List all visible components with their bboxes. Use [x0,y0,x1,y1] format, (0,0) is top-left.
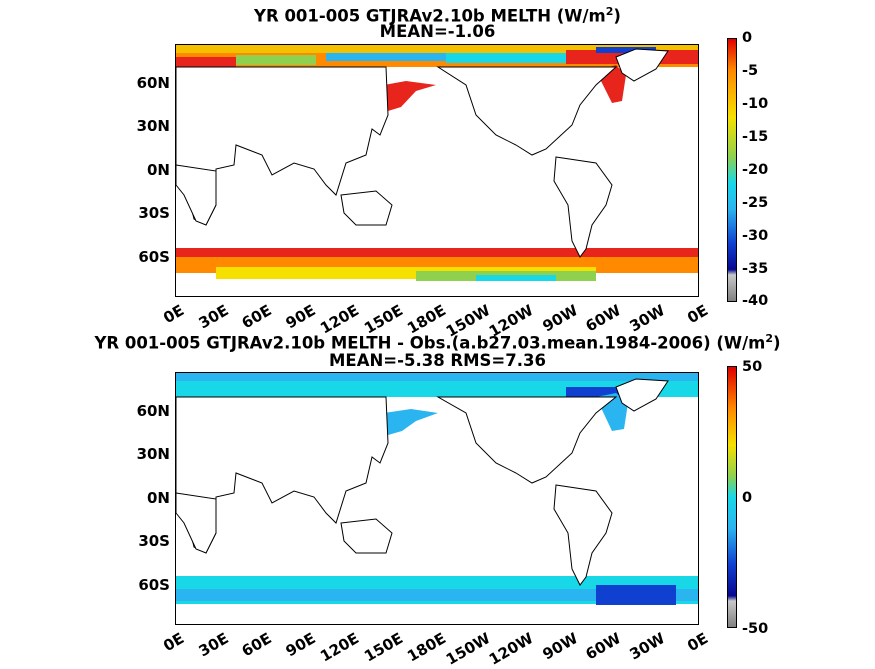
bottom-lon-label-11: 30W [626,629,668,664]
top-lon-label-3: 90E [282,301,319,333]
top-colorbar-gradient [728,39,736,301]
top-lat-60n: 60N [136,74,170,92]
top-lon-label-12: 0E [684,301,712,328]
top-southern-cyan [476,275,556,281]
top-arctic-green [236,55,316,65]
bottom-antarctica [176,607,698,624]
top-lon-label-0: 0E [160,301,188,328]
top-map [175,44,699,297]
bottom-southern-deep [596,585,676,605]
bottom-cb-tick-50: 50 [742,359,763,375]
top-lat-30s: 30S [138,204,170,222]
bottom-coastlines [176,378,669,586]
bottom-lon-label-6: 180E [404,629,450,666]
bottom-lon-label-5: 150E [360,629,406,666]
top-okhotsk [384,81,436,111]
top-antarctica [176,281,698,296]
bottom-title-text: YR 001-005 GTJRAv2.10b MELTH - Obs.(a.b2… [94,333,766,353]
top-cb-tick-1: -5 [742,63,759,79]
top-lon-label-2: 60E [238,301,275,333]
top-cb-tick-5: -25 [742,195,769,211]
top-lat-30n: 30N [136,117,170,135]
top-title-sup: 2 [605,5,614,18]
bottom-cb-tick-0: 0 [742,490,753,506]
bottom-colorbar [727,366,737,628]
bottom-okhotsk [384,409,438,435]
top-cb-tick-8: -40 [742,293,769,309]
top-lat-0n: 0N [147,161,170,179]
bottom-lon-label-10: 60W [582,629,625,664]
top-title-close: ) [613,6,621,26]
top-colorbar [727,38,737,302]
bottom-lon-label-0: 0E [160,629,188,656]
bottom-map [175,372,699,625]
bottom-lon-label-4: 120E [317,629,363,666]
top-cb-tick-3: -15 [742,129,769,145]
bottom-lat-30n: 30N [136,445,170,463]
bottom-colorbar-gradient [728,367,736,627]
bottom-lon-label-8: 120W [486,629,537,669]
bottom-lon-label-7: 150W [442,629,494,669]
top-arctic-yellow [176,45,698,53]
top-title: YR 001-005 GTJRAv2.10b MELTH (W/m2) [0,2,875,26]
bottom-lon-label-12: 0E [684,629,712,656]
top-cb-tick-0: 0 [742,30,753,46]
bottom-stats: MEAN=-5.38 RMS=7.36 [329,351,546,370]
bottom-lat-30s: 30S [138,532,170,550]
top-mean: MEAN=-1.06 [379,22,496,41]
bottom-lat-60n: 60N [136,402,170,420]
bottom-cb-tick-neg50: -50 [742,621,769,637]
bottom-title: YR 001-005 GTJRAv2.10b MELTH - Obs.(a.b2… [0,329,875,353]
bottom-title-sup: 2 [765,332,774,345]
top-map-svg [176,45,698,296]
top-cb-tick-2: -10 [742,96,769,112]
top-arctic-navy [596,47,656,53]
bottom-map-svg [176,373,698,624]
top-coastlines [176,48,669,258]
top-arctic-cyan [446,53,566,63]
bottom-southern-blue [176,589,698,601]
bottom-lat-60s: 60S [138,576,170,594]
bottom-lat-0n: 0N [147,489,170,507]
top-cb-tick-4: -20 [742,162,769,178]
top-title-text: YR 001-005 GTJRAv2.10b MELTH (W/m [254,6,606,26]
bottom-title-close: ) [773,333,781,353]
top-lon-label-1: 30E [195,301,232,333]
top-cb-tick-7: -35 [742,261,769,277]
bottom-arctic-blue [176,373,698,381]
top-arctic-blue [326,53,446,61]
bottom-lon-label-9: 90W [539,629,581,664]
top-cb-tick-6: -30 [742,228,769,244]
top-lat-60s: 60S [138,248,170,266]
top-arctic-red-w [176,57,236,67]
